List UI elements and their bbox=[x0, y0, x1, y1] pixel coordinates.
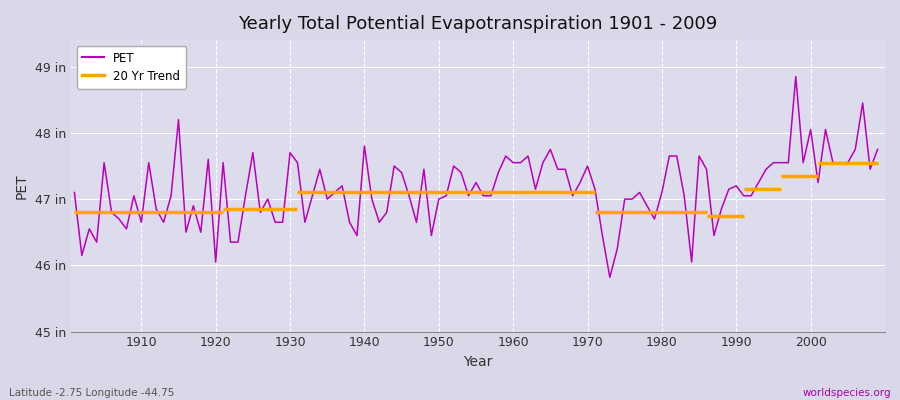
Y-axis label: PET: PET bbox=[15, 173, 29, 199]
Title: Yearly Total Potential Evapotranspiration 1901 - 2009: Yearly Total Potential Evapotranspiratio… bbox=[238, 15, 717, 33]
Text: worldspecies.org: worldspecies.org bbox=[803, 388, 891, 398]
Text: Latitude -2.75 Longitude -44.75: Latitude -2.75 Longitude -44.75 bbox=[9, 388, 175, 398]
X-axis label: Year: Year bbox=[464, 355, 492, 369]
Legend: PET, 20 Yr Trend: PET, 20 Yr Trend bbox=[76, 46, 186, 88]
